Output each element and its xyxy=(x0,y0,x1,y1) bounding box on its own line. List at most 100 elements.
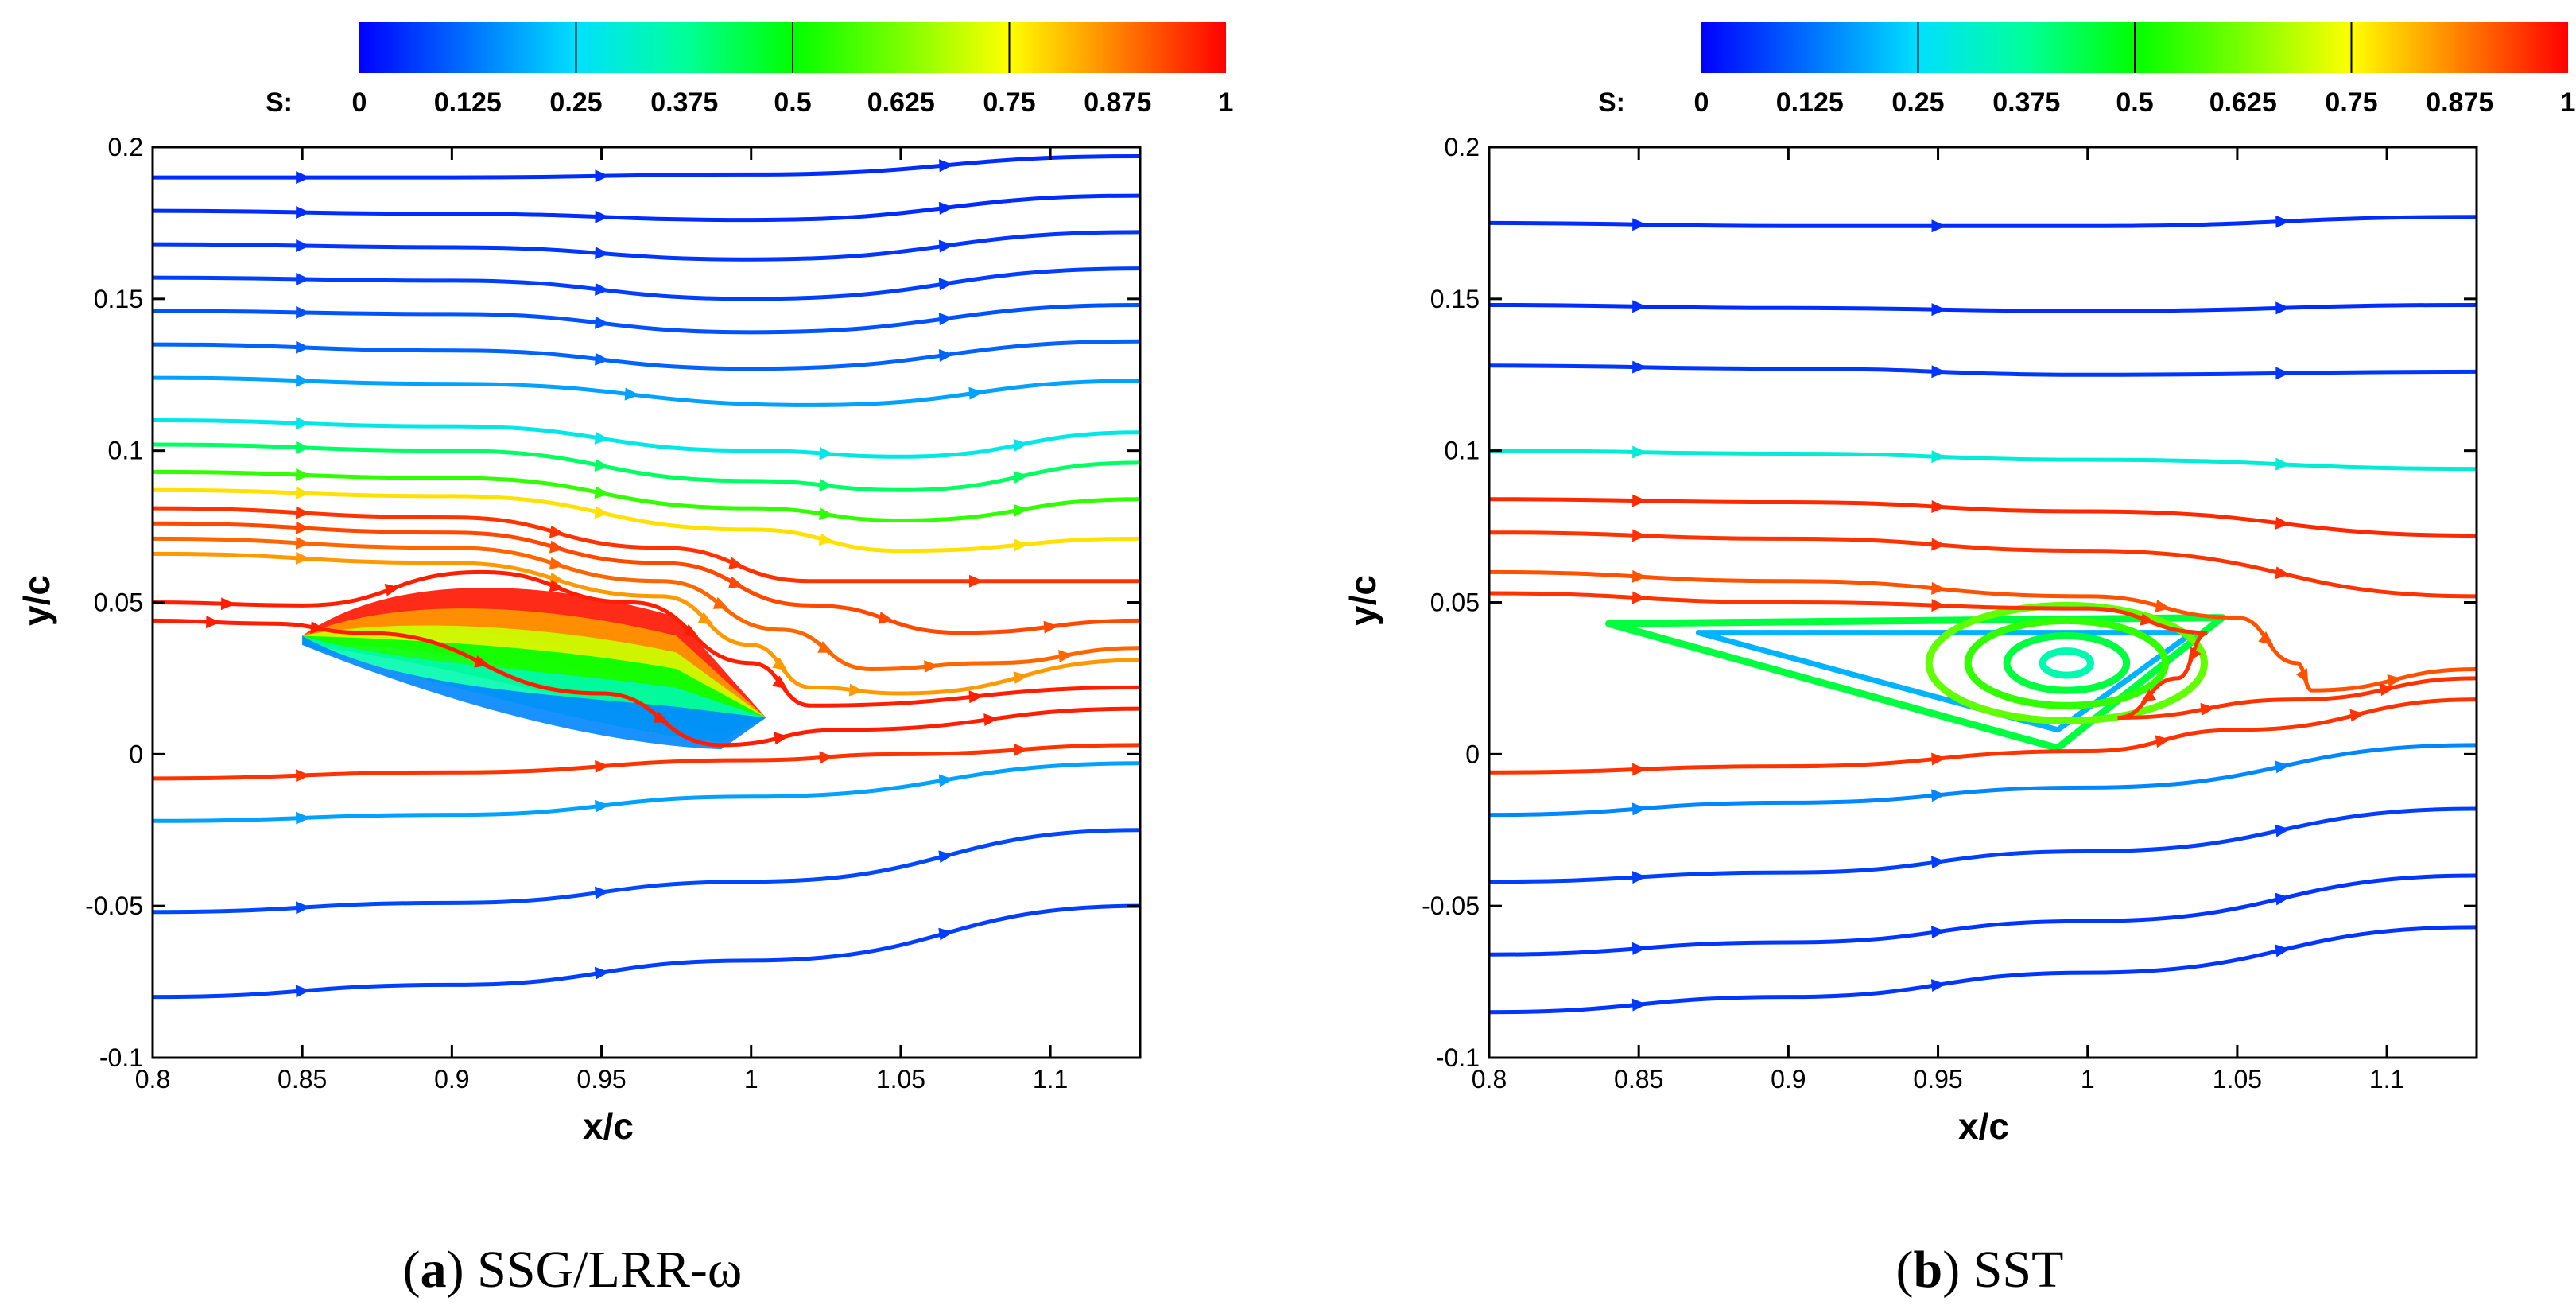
streamline-arrow xyxy=(2275,944,2291,957)
streamline xyxy=(152,743,1141,781)
streamline-arrow xyxy=(2275,824,2291,837)
streamline-arrow xyxy=(2200,702,2216,716)
colorbar-tick-label: 0.5 xyxy=(2116,87,2153,118)
streamline-arrow xyxy=(295,536,311,550)
streamline-arrow xyxy=(594,506,610,519)
x-tick-label: 0.8 xyxy=(135,1065,170,1093)
streamline-arrow xyxy=(938,278,954,291)
streamline-arrow xyxy=(983,713,999,726)
streamline-arrow xyxy=(938,313,954,326)
streamline-arrow xyxy=(728,576,744,589)
streamline-arrow xyxy=(1043,620,1059,634)
streamline-arrow xyxy=(728,557,744,569)
streamline-arrow xyxy=(1631,942,1647,955)
streamline-arrow xyxy=(653,710,669,723)
streamline xyxy=(152,618,1141,748)
streamline-arrow xyxy=(2140,612,2155,626)
streamline-arrow xyxy=(296,171,311,185)
streamline xyxy=(152,551,1141,696)
streamline-arrow xyxy=(595,799,610,813)
streamline-arrow xyxy=(2275,516,2291,530)
streamline-arrow xyxy=(819,447,834,460)
streamline xyxy=(152,536,1141,671)
streamline-arrow xyxy=(2295,668,2309,684)
streamline-arrow xyxy=(1632,300,1647,313)
streamline-arrow xyxy=(1631,569,1647,583)
streamline-arrow xyxy=(2275,457,2291,471)
streamline-arrow xyxy=(2349,709,2365,722)
streamline-arrow xyxy=(938,349,954,362)
streamline-arrow xyxy=(310,621,325,635)
streamline-arrow xyxy=(594,486,610,499)
streamline-arrow xyxy=(296,239,311,252)
streamline-arrow xyxy=(1930,926,1946,939)
streamline-arrow xyxy=(594,431,610,445)
y-tick-label: 0 xyxy=(129,740,143,768)
streamline-arrow xyxy=(1930,856,1946,869)
streamline-arrow xyxy=(206,616,221,629)
streamline-arrow xyxy=(938,239,954,253)
streamline-arrow xyxy=(296,374,311,387)
y-tick-label: 0.05 xyxy=(94,588,143,617)
y-tick-label: 0.15 xyxy=(1430,285,1480,313)
streamline-arrow xyxy=(595,316,610,329)
streamline-arrow xyxy=(1931,752,1946,766)
streamline-arrow xyxy=(817,641,833,653)
streamline-arrow xyxy=(296,441,311,454)
streamline-arrow xyxy=(296,811,311,825)
streamline xyxy=(152,418,1141,459)
plot-frame-b xyxy=(1488,146,2478,1059)
streamline-arrow xyxy=(1931,365,1946,379)
streamline-arrow xyxy=(1931,538,1946,551)
streamline-arrow xyxy=(594,966,610,980)
streamline-arrow xyxy=(819,507,834,521)
streamline xyxy=(1488,743,2477,818)
streamline-arrow xyxy=(549,557,564,570)
streamline-arrow xyxy=(712,596,729,609)
colorbar-tick-label: 0.875 xyxy=(2426,87,2493,118)
colorbar-tick-label: 0.125 xyxy=(1776,87,1844,118)
streamline-arrow xyxy=(924,660,939,674)
streamline-arrow xyxy=(595,169,610,183)
streamline-arrow xyxy=(2187,647,2202,662)
colorbar-tick-label: 0.125 xyxy=(434,87,502,118)
y-tick-label: 0.05 xyxy=(1430,588,1480,617)
y-tick-label: 0.2 xyxy=(108,133,143,161)
colorbar-b-label: S: xyxy=(1598,87,1625,118)
vortex-loop xyxy=(1925,601,2209,724)
streamline-arrow xyxy=(595,352,610,366)
streamline-arrow xyxy=(595,282,610,296)
vortex-loop xyxy=(2003,631,2131,694)
streamline xyxy=(152,469,1141,522)
y-tick-label: -0.05 xyxy=(1422,891,1480,920)
streamline-arrow xyxy=(818,533,834,546)
caption-a: (a) SSG/LRR-ω xyxy=(403,1241,743,1299)
plot-b xyxy=(1488,215,2477,1015)
streamline-arrow xyxy=(384,583,400,596)
panel-b: S: 0 0.125 0.25 0.375 0.5 0.625 0.75 0.875 1 -0.… xyxy=(1342,22,2575,1299)
x-tick-label: 0.95 xyxy=(576,1065,626,1093)
colorbar-tick-label: 0.375 xyxy=(650,87,718,118)
streamline-arrow xyxy=(1014,743,1029,756)
streamline-arrow xyxy=(296,486,311,499)
x-tick-label: 0.9 xyxy=(1771,1065,1806,1093)
streamline-arrow xyxy=(296,305,311,319)
streamline-arrow xyxy=(1013,503,1029,517)
streamline-arrow xyxy=(1632,529,1647,542)
x-axis-label-b: x/c xyxy=(1958,1105,2009,1147)
streamline xyxy=(152,569,1141,708)
colorbar-tick-label: 0 xyxy=(1694,87,1709,118)
streamline-arrow xyxy=(595,247,610,260)
streamline xyxy=(1488,697,2477,775)
streamline-arrow xyxy=(295,901,311,915)
streamline xyxy=(152,506,1140,584)
vortex-loop xyxy=(2039,647,2094,679)
x-tick-label: 0.9 xyxy=(434,1065,469,1093)
streamline-arrow xyxy=(938,159,954,173)
streamline-arrow xyxy=(1931,219,1946,233)
streamline-arrow xyxy=(1058,650,1073,663)
streamline-arrow xyxy=(1632,360,1647,374)
x-tick-label: 0.8 xyxy=(1472,1065,1507,1093)
streamline-arrow xyxy=(549,540,564,554)
streamline-arrow xyxy=(1632,494,1647,507)
